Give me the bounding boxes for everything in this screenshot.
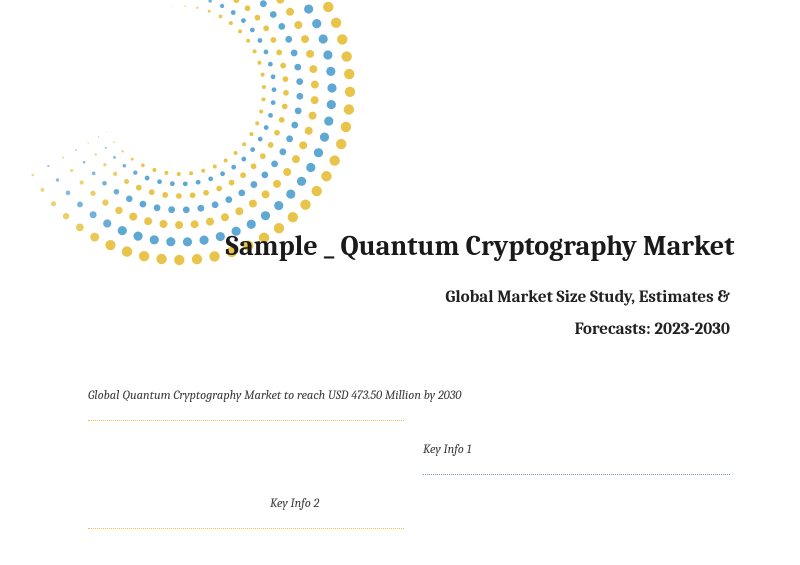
page-content: Sample _ Quantum Cryptography Market Glo… — [0, 230, 800, 549]
info-underline-2 — [423, 474, 730, 475]
info-row-3: Key Info 2 — [40, 495, 760, 535]
info-text-3: Key Info 2 — [270, 497, 319, 511]
page-subtitle: Global Market Size Study, Estimates & Fo… — [40, 282, 760, 347]
info-row-2: Key Info 1 — [40, 441, 760, 481]
subtitle-line-1: Global Market Size Study, Estimates & — [445, 288, 730, 307]
info-row-1: Global Quantum Cryptography Market to re… — [40, 387, 760, 427]
page-title: Sample _ Quantum Cryptography Market — [40, 230, 760, 262]
info-text-2: Key Info 1 — [423, 443, 471, 457]
info-underline-3 — [88, 528, 404, 529]
info-underline-1 — [88, 420, 404, 421]
info-text-1: Global Quantum Cryptography Market to re… — [88, 389, 461, 403]
subtitle-line-2: Forecasts: 2023-2030 — [575, 320, 730, 339]
